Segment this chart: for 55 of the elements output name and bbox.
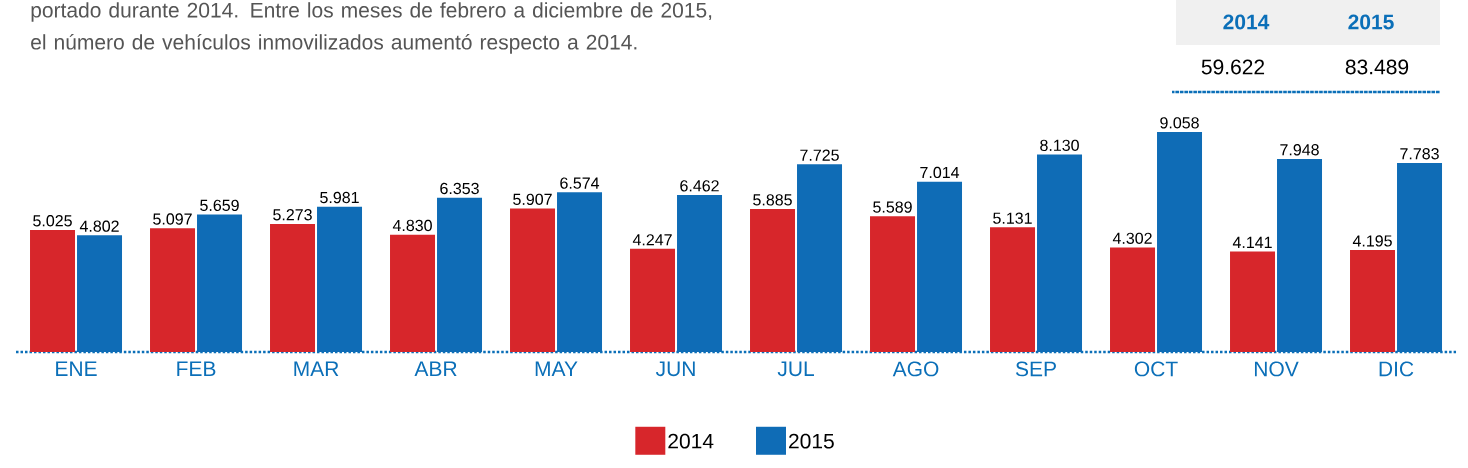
bar — [510, 208, 556, 352]
bar — [1110, 247, 1156, 352]
data-label: 4.302 — [1112, 232, 1152, 244]
x-tick-label: MAR — [294, 361, 339, 376]
text: 83.489 — [1345, 59, 1409, 75]
data-label: 5.885 — [753, 194, 792, 206]
x-tick-label: OCT — [1134, 361, 1178, 377]
data-label: 5.907 — [513, 193, 552, 205]
data-label: 4.195 — [1352, 235, 1392, 247]
x-tick-label: FEB — [177, 361, 216, 376]
x-tick-label: ABR — [414, 361, 457, 376]
bar — [870, 216, 916, 352]
data-label: 5.981 — [320, 191, 359, 204]
legend-label: 2015 — [789, 433, 834, 449]
data-label: 4.247 — [632, 234, 672, 246]
bar — [1350, 250, 1396, 352]
data-label: 7.783 — [1400, 148, 1439, 160]
x-tick-label: ENE — [56, 361, 97, 376]
data-label: 5.097 — [153, 213, 192, 225]
data-label: 6.462 — [680, 180, 719, 192]
data-label: 8.130 — [1040, 139, 1079, 151]
x-tick-label: NOV — [1254, 361, 1299, 377]
data-label: 5.273 — [273, 209, 312, 221]
x-tick-label: JUL — [777, 361, 814, 377]
data-label: 4.802 — [79, 220, 119, 232]
bar — [270, 223, 316, 352]
data-label: 9.058 — [1160, 117, 1199, 129]
bar — [630, 248, 676, 352]
bar — [30, 229, 76, 352]
bar — [990, 227, 1036, 352]
data-label: 4.141 — [1232, 236, 1272, 248]
x-tick-label: SEP — [1015, 361, 1056, 377]
bar — [750, 209, 796, 352]
x-tick-label: JUN — [655, 361, 695, 377]
text: 2015 — [1348, 14, 1394, 30]
x-tick-label: AGO — [892, 361, 939, 377]
data-label: 6.353 — [440, 182, 479, 195]
text: 2014 — [1223, 14, 1270, 30]
x-tick-label: DIC — [1379, 361, 1414, 377]
text: 59.622 — [1201, 59, 1265, 75]
data-label: 5.131 — [993, 212, 1032, 224]
data-label: 7.725 — [800, 149, 839, 161]
data-label: 4.830 — [392, 219, 432, 232]
legend-label: 2014 — [668, 433, 714, 449]
data-label: 7.014 — [920, 166, 960, 179]
data-label: 7.948 — [1280, 144, 1319, 156]
bar — [390, 234, 436, 352]
text: portado durante 2014. Entre los meses de febrero a diciembre de 2015, el número de vehículos inmovilizados aumentó respecto a 2014. — [31, 2, 712, 54]
data-label: 5.589 — [873, 201, 912, 213]
data-label: 5.659 — [200, 199, 239, 212]
data-label: 6.574 — [560, 177, 600, 189]
x-tick-label: MAY — [535, 361, 578, 376]
bar — [1230, 251, 1276, 352]
data-label: 5.025 — [33, 215, 72, 227]
bar — [150, 228, 196, 352]
